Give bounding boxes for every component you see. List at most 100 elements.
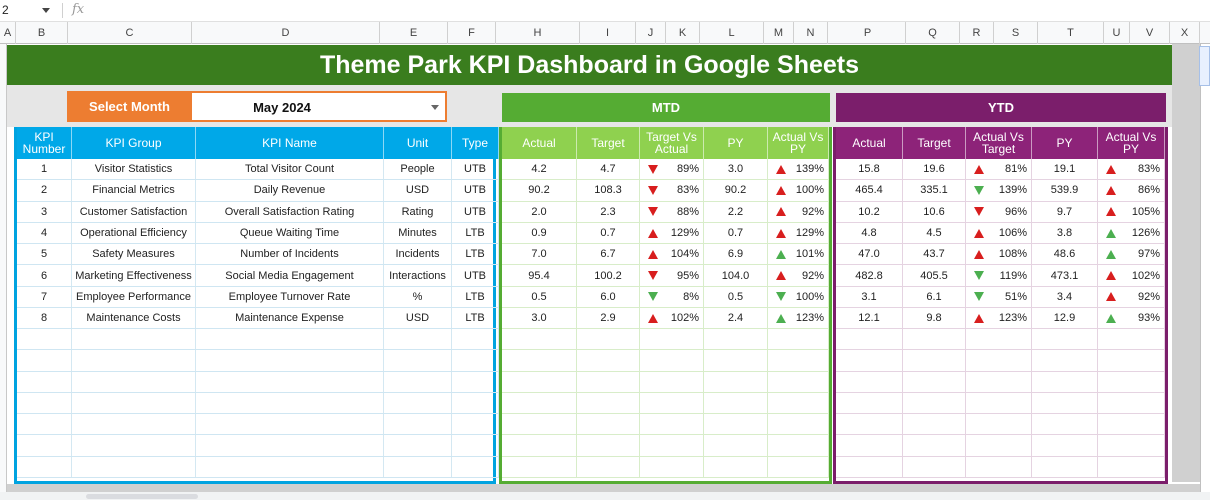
empty-cell[interactable] (452, 414, 499, 435)
empty-cell[interactable] (577, 350, 640, 371)
empty-cell[interactable] (768, 435, 829, 456)
type-cell[interactable]: LTB (452, 308, 499, 329)
kpi-group-cell[interactable]: Operational Efficiency (72, 222, 196, 244)
mtd-py-cell[interactable]: 104.0 (704, 265, 768, 286)
type-cell[interactable]: UTB (452, 265, 499, 286)
ytd-actual-vs-py-cell[interactable]: 126% (1098, 222, 1165, 244)
empty-cell[interactable] (577, 435, 640, 456)
empty-cell[interactable] (704, 414, 768, 435)
ytd-actual-vs-target-cell[interactable]: 108% (966, 244, 1032, 265)
kpi-name-cell[interactable]: Employee Turnover Rate (196, 286, 384, 308)
column-header-d[interactable]: D (192, 22, 380, 44)
unit-cell[interactable]: % (384, 286, 452, 308)
empty-cell[interactable] (577, 414, 640, 435)
ytd-target-cell[interactable]: 335.1 (903, 180, 966, 201)
mtd-py-cell[interactable]: 0.5 (704, 286, 768, 308)
mtd-actual-vs-py-cell[interactable]: 100% (768, 180, 829, 201)
ytd-actual-vs-target-cell[interactable]: 119% (966, 265, 1032, 286)
empty-cell[interactable] (196, 329, 384, 350)
empty-cell[interactable] (196, 414, 384, 435)
column-header-c[interactable]: C (68, 22, 192, 44)
mtd-py-cell[interactable]: 6.9 (704, 244, 768, 265)
ytd-py-cell[interactable]: 3.4 (1032, 286, 1098, 308)
ytd-actual-vs-target-cell[interactable]: 51% (966, 286, 1032, 308)
empty-cell[interactable] (577, 371, 640, 392)
empty-cell[interactable] (768, 350, 829, 371)
empty-cell[interactable] (17, 350, 72, 371)
ytd-py-cell[interactable]: 19.1 (1032, 159, 1098, 180)
empty-cell[interactable] (1098, 435, 1165, 456)
type-cell[interactable]: LTB (452, 244, 499, 265)
mtd-actual-cell[interactable]: 4.2 (502, 159, 577, 180)
column-header-e[interactable]: E (380, 22, 448, 44)
empty-cell[interactable] (836, 414, 903, 435)
empty-cell[interactable] (502, 392, 577, 414)
empty-cell[interactable] (704, 350, 768, 371)
kpi-name-cell[interactable]: Maintenance Expense (196, 308, 384, 329)
unit-cell[interactable]: People (384, 159, 452, 180)
empty-cell[interactable] (452, 456, 499, 478)
mtd-actual-vs-py-cell[interactable]: 92% (768, 265, 829, 286)
type-cell[interactable]: UTB (452, 159, 499, 180)
empty-cell[interactable] (1098, 329, 1165, 350)
mtd-py-cell[interactable]: 2.4 (704, 308, 768, 329)
empty-cell[interactable] (452, 435, 499, 456)
kpi-number-cell[interactable]: 6 (17, 265, 72, 286)
mtd-actual-cell[interactable]: 3.0 (502, 308, 577, 329)
type-cell[interactable]: LTB (452, 286, 499, 308)
kpi-group-cell[interactable]: Financial Metrics (72, 180, 196, 201)
chevron-down-icon[interactable] (431, 105, 439, 110)
ytd-actual-cell[interactable]: 482.8 (836, 265, 903, 286)
empty-cell[interactable] (502, 456, 577, 478)
empty-cell[interactable] (502, 435, 577, 456)
ytd-actual-vs-py-cell[interactable]: 86% (1098, 180, 1165, 201)
empty-cell[interactable] (903, 350, 966, 371)
empty-cell[interactable] (1032, 435, 1098, 456)
empty-cell[interactable] (640, 329, 704, 350)
ytd-actual-cell[interactable]: 465.4 (836, 180, 903, 201)
mtd-target-cell[interactable]: 0.7 (577, 222, 640, 244)
type-cell[interactable]: UTB (452, 180, 499, 201)
ytd-actual-cell[interactable]: 47.0 (836, 244, 903, 265)
empty-cell[interactable] (577, 456, 640, 478)
empty-cell[interactable] (577, 392, 640, 414)
ytd-actual-cell[interactable]: 3.1 (836, 286, 903, 308)
empty-cell[interactable] (903, 414, 966, 435)
selected-cell[interactable] (1199, 46, 1210, 86)
empty-cell[interactable] (836, 371, 903, 392)
mtd-target-cell[interactable]: 6.0 (577, 286, 640, 308)
mtd-target-vs-actual-cell[interactable]: 88% (640, 201, 704, 222)
name-box[interactable]: 2 (2, 3, 9, 17)
kpi-number-cell[interactable]: 8 (17, 308, 72, 329)
empty-cell[interactable] (196, 371, 384, 392)
empty-cell[interactable] (640, 456, 704, 478)
mtd-target-vs-actual-cell[interactable]: 83% (640, 180, 704, 201)
empty-cell[interactable] (17, 392, 72, 414)
mtd-actual-cell[interactable]: 7.0 (502, 244, 577, 265)
row-header-gutter[interactable] (0, 44, 7, 492)
ytd-actual-cell[interactable]: 12.1 (836, 308, 903, 329)
kpi-name-cell[interactable]: Total Visitor Count (196, 159, 384, 180)
empty-cell[interactable] (72, 456, 196, 478)
empty-cell[interactable] (966, 329, 1032, 350)
empty-cell[interactable] (966, 350, 1032, 371)
column-header-j[interactable]: J (636, 22, 666, 44)
mtd-py-cell[interactable]: 90.2 (704, 180, 768, 201)
empty-cell[interactable] (836, 435, 903, 456)
empty-cell[interactable] (768, 414, 829, 435)
empty-cell[interactable] (1032, 414, 1098, 435)
empty-cell[interactable] (836, 456, 903, 478)
empty-cell[interactable] (196, 435, 384, 456)
ytd-actual-vs-target-cell[interactable]: 106% (966, 222, 1032, 244)
kpi-group-cell[interactable]: Maintenance Costs (72, 308, 196, 329)
empty-cell[interactable] (196, 350, 384, 371)
empty-cell[interactable] (640, 371, 704, 392)
column-header-f[interactable]: F (448, 22, 496, 44)
empty-cell[interactable] (704, 392, 768, 414)
empty-cell[interactable] (1032, 329, 1098, 350)
empty-cell[interactable] (384, 350, 452, 371)
empty-cell[interactable] (836, 350, 903, 371)
empty-cell[interactable] (384, 392, 452, 414)
column-x-cells[interactable] (1200, 44, 1210, 492)
ytd-actual-vs-py-cell[interactable]: 105% (1098, 201, 1165, 222)
